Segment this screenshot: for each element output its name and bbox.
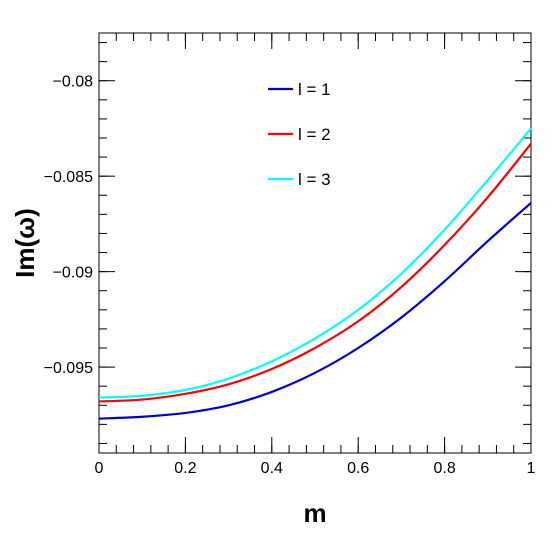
y-tick-label: −0.08 bbox=[53, 74, 94, 91]
x-axis-title: m bbox=[303, 498, 326, 528]
x-tick-label: 0.8 bbox=[433, 460, 455, 477]
x-tick-label: 0.4 bbox=[261, 460, 283, 477]
x-tick-label: 0 bbox=[95, 460, 104, 477]
legend: l = 1 l = 2 l = 3 bbox=[268, 80, 331, 189]
legend-label: l = 3 bbox=[298, 170, 331, 189]
y-tick-label: −0.09 bbox=[53, 265, 94, 282]
x-ticks: 0 0.2 0.4 0.6 0.8 1 bbox=[95, 33, 536, 477]
y-tick-label: −0.095 bbox=[44, 360, 93, 377]
legend-label: l = 1 bbox=[298, 80, 331, 99]
y-axis-title: Im(ω) bbox=[10, 208, 40, 278]
plot-frame bbox=[98, 32, 532, 454]
x-tick-label: 1 bbox=[527, 460, 536, 477]
y-minor-ticks bbox=[99, 42, 531, 444]
series-line-l-3 bbox=[98, 127, 532, 399]
series-line-l-1 bbox=[98, 202, 532, 420]
y-tick-label: −0.085 bbox=[44, 169, 93, 186]
legend-label: l = 2 bbox=[298, 125, 331, 144]
x-tick-label: 0.6 bbox=[347, 460, 369, 477]
x-tick-label: 0.2 bbox=[174, 460, 196, 477]
y-ticks: −0.095 −0.09 −0.085 −0.08 bbox=[44, 74, 531, 377]
series-lines bbox=[98, 127, 532, 420]
series-line-l-2 bbox=[98, 143, 532, 403]
